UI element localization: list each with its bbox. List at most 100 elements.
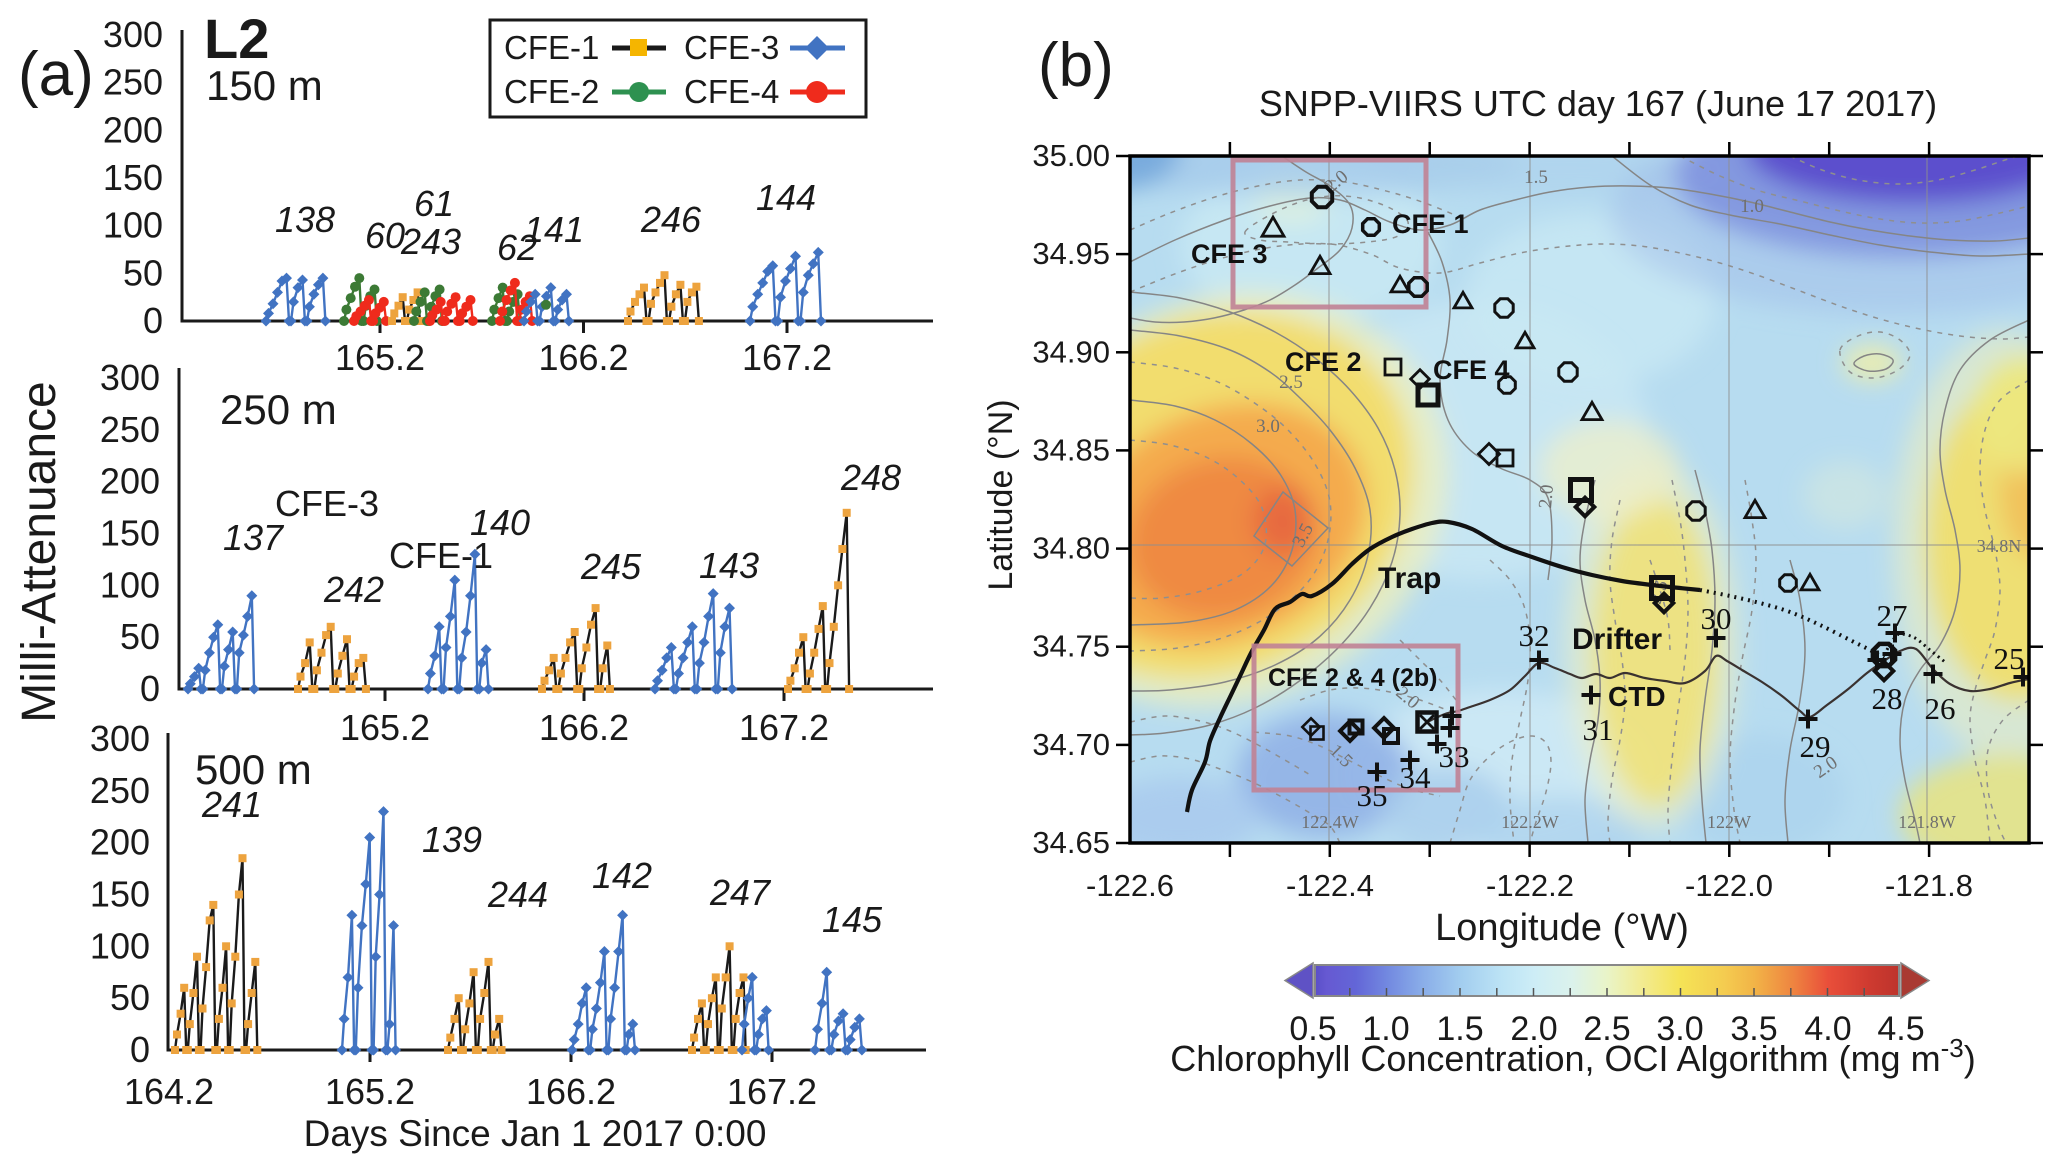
svg-text:4.5: 4.5 xyxy=(1877,1010,1924,1048)
svg-text:CFE-1: CFE-1 xyxy=(389,535,493,576)
svg-text:0.5: 0.5 xyxy=(1289,1010,1336,1048)
svg-text:247: 247 xyxy=(709,872,772,913)
svg-text:50: 50 xyxy=(110,977,150,1018)
svg-text:150: 150 xyxy=(90,874,150,915)
svg-text:300: 300 xyxy=(100,357,160,398)
svg-text:26: 26 xyxy=(1925,691,1956,726)
svg-text:1.5: 1.5 xyxy=(1524,167,1548,188)
svg-text:61: 61 xyxy=(414,183,454,224)
svg-text:62: 62 xyxy=(497,227,537,268)
svg-text:34.75: 34.75 xyxy=(1032,629,1110,664)
svg-text:Trap: Trap xyxy=(1378,562,1441,595)
svg-text:167.2: 167.2 xyxy=(739,707,829,748)
svg-text:35: 35 xyxy=(1357,778,1388,813)
svg-text:34.80: 34.80 xyxy=(1032,531,1110,566)
svg-text:L2: L2 xyxy=(204,7,269,70)
svg-text:242: 242 xyxy=(323,569,384,610)
svg-text:122.4W: 122.4W xyxy=(1301,812,1359,832)
svg-text:200: 200 xyxy=(90,822,150,863)
svg-text:3.5: 3.5 xyxy=(1730,1010,1777,1048)
svg-text:250: 250 xyxy=(100,409,160,450)
svg-text:CFE-4: CFE-4 xyxy=(684,73,779,110)
svg-text:34.90: 34.90 xyxy=(1032,334,1110,369)
svg-text:4.0: 4.0 xyxy=(1804,1010,1851,1048)
svg-text:Chlorophyll Concentration, OCI: Chlorophyll Concentration, OCI Algorithm… xyxy=(1170,1033,1975,1079)
svg-text:CFE 2 & 4 (2b): CFE 2 & 4 (2b) xyxy=(1268,664,1437,692)
svg-text:140: 140 xyxy=(470,502,530,543)
svg-text:30: 30 xyxy=(1701,601,1732,636)
svg-text:28: 28 xyxy=(1872,681,1903,716)
svg-text:-122.6: -122.6 xyxy=(1086,868,1174,903)
svg-text:29: 29 xyxy=(1800,729,1831,764)
svg-text:2.0: 2.0 xyxy=(1535,484,1558,509)
svg-text:34.95: 34.95 xyxy=(1032,236,1110,271)
svg-text:35.00: 35.00 xyxy=(1032,138,1110,173)
svg-text:100: 100 xyxy=(103,205,163,246)
svg-text:CTD: CTD xyxy=(1608,681,1666,712)
svg-text:CFE 1: CFE 1 xyxy=(1392,209,1469,239)
svg-text:165.2: 165.2 xyxy=(325,1071,415,1112)
svg-text:164.2: 164.2 xyxy=(124,1071,214,1112)
svg-text:34.85: 34.85 xyxy=(1032,432,1110,467)
svg-text:SNPP-VIIRS UTC day 167 (June 1: SNPP-VIIRS UTC day 167 (June 17 2017) xyxy=(1259,83,1937,124)
svg-text:-122.4: -122.4 xyxy=(1286,868,1374,903)
svg-text:150: 150 xyxy=(100,513,160,554)
svg-text:60: 60 xyxy=(365,215,405,256)
svg-text:CFE 3: CFE 3 xyxy=(1191,239,1268,269)
svg-text:138: 138 xyxy=(275,199,335,240)
svg-text:2.5: 2.5 xyxy=(1279,372,1303,393)
svg-text:166.2: 166.2 xyxy=(539,707,629,748)
svg-text:143: 143 xyxy=(699,545,759,586)
svg-text:1.0: 1.0 xyxy=(1740,196,1764,217)
svg-text:150 m: 150 m xyxy=(206,62,323,109)
svg-text:50: 50 xyxy=(120,616,160,657)
svg-text:100: 100 xyxy=(100,564,160,605)
svg-text:3.0: 3.0 xyxy=(1656,1010,1703,1048)
svg-text:Drifter: Drifter xyxy=(1572,623,1662,656)
svg-text:CFE 2: CFE 2 xyxy=(1285,347,1362,377)
svg-text:CFE-3: CFE-3 xyxy=(684,29,779,66)
svg-text:0: 0 xyxy=(143,300,163,341)
svg-text:34.70: 34.70 xyxy=(1032,727,1110,762)
svg-text:CFE 4: CFE 4 xyxy=(1433,355,1510,385)
svg-text:100: 100 xyxy=(90,925,150,966)
svg-text:CFE-2: CFE-2 xyxy=(504,73,599,110)
svg-text:1.5: 1.5 xyxy=(1436,1010,1483,1048)
svg-text:142: 142 xyxy=(592,855,652,896)
svg-text:144: 144 xyxy=(756,177,816,218)
svg-text:250: 250 xyxy=(103,62,163,103)
svg-text:300: 300 xyxy=(90,718,150,759)
svg-text:Longitude (°W): Longitude (°W) xyxy=(1435,907,1689,949)
svg-text:Milli-Attenuance: Milli-Attenuance xyxy=(13,381,66,722)
svg-text:137: 137 xyxy=(223,517,285,558)
svg-text:3.0: 3.0 xyxy=(1256,416,1280,437)
svg-text:165.2: 165.2 xyxy=(335,337,425,378)
svg-text:0: 0 xyxy=(140,668,160,709)
svg-text:300: 300 xyxy=(103,14,163,55)
svg-text:167.2: 167.2 xyxy=(742,337,832,378)
svg-text:(b): (b) xyxy=(1038,31,1114,100)
svg-text:32: 32 xyxy=(1519,618,1550,653)
svg-text:0: 0 xyxy=(130,1029,150,1070)
svg-text:33: 33 xyxy=(1439,739,1470,774)
svg-text:167.2: 167.2 xyxy=(727,1071,817,1112)
svg-text:141: 141 xyxy=(524,209,584,250)
svg-text:CFE-1: CFE-1 xyxy=(504,29,599,66)
svg-text:122W: 122W xyxy=(1707,812,1751,832)
svg-text:166.2: 166.2 xyxy=(538,337,628,378)
svg-text:250: 250 xyxy=(90,770,150,811)
svg-text:200: 200 xyxy=(100,461,160,502)
svg-text:50: 50 xyxy=(123,252,163,293)
svg-text:200: 200 xyxy=(103,109,163,150)
svg-text:150: 150 xyxy=(103,157,163,198)
svg-text:248: 248 xyxy=(840,457,901,498)
svg-text:145: 145 xyxy=(822,899,883,940)
svg-text:CFE-3: CFE-3 xyxy=(275,483,379,524)
svg-text:-121.8: -121.8 xyxy=(1885,868,1973,903)
svg-text:31: 31 xyxy=(1583,712,1614,747)
svg-text:250 m: 250 m xyxy=(220,386,337,433)
svg-text:Days Since Jan 1 2017 0:00: Days Since Jan 1 2017 0:00 xyxy=(304,1113,767,1154)
svg-text:34: 34 xyxy=(1400,760,1432,795)
svg-text:34.8N: 34.8N xyxy=(1977,536,2022,556)
svg-text:27: 27 xyxy=(1877,598,1908,633)
